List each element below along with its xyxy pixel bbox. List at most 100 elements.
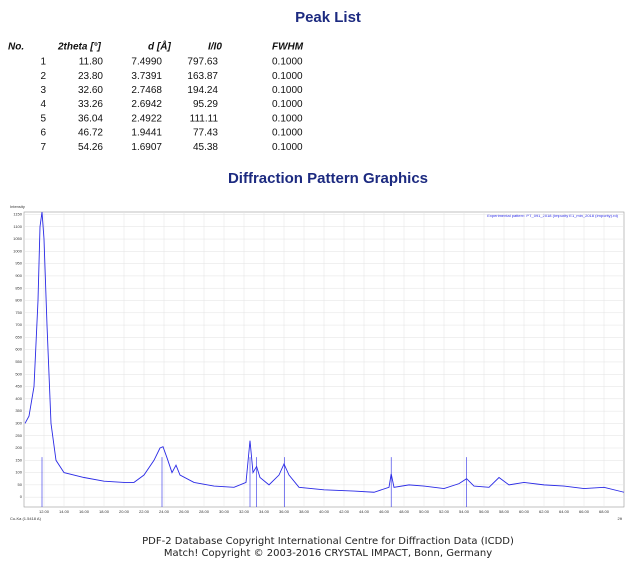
footer-line: Match! Copyright © 2003-2016 CRYSTAL IMP… — [164, 548, 492, 559]
x-tick-label: 42.00 — [339, 509, 350, 514]
table-cell: 163.87 — [187, 71, 218, 82]
y-tick-label: 750 — [15, 310, 22, 315]
x-tick-label: 16.00 — [79, 509, 90, 514]
y-tick-label: 550 — [15, 359, 22, 364]
table-cell: 797.63 — [187, 57, 218, 68]
table-cell: 95.29 — [193, 99, 218, 110]
y-tick-label: 950 — [15, 261, 22, 266]
x-tick-label: 52.00 — [439, 509, 450, 514]
x-tick-label: 28.00 — [199, 509, 210, 514]
x-tick-label: 54.00 — [459, 509, 470, 514]
table-cell: 2.6942 — [131, 99, 162, 110]
table-cell: 54.26 — [78, 142, 103, 153]
x-axis-label: 2θ — [618, 516, 623, 521]
x-tick-label: 18.00 — [99, 509, 110, 514]
column-header: No. — [8, 42, 24, 53]
table-cell: 0.1000 — [272, 99, 303, 110]
table-cell: 111.11 — [190, 113, 219, 124]
y-tick-label: 900 — [15, 273, 22, 278]
y-tick-label: 1150 — [13, 212, 22, 217]
x-tick-label: 60.00 — [519, 509, 530, 514]
table-cell: 3.7391 — [131, 71, 162, 82]
table-cell: 0.1000 — [272, 113, 303, 124]
table-cell: 36.04 — [78, 113, 103, 124]
x-tick-label: 50.00 — [419, 509, 430, 514]
table-cell: 2 — [40, 71, 46, 82]
table-cell: 1 — [40, 57, 46, 68]
table-cell: 6 — [40, 128, 46, 139]
y-tick-label: 600 — [15, 347, 22, 352]
peak-list-title: Peak List — [295, 9, 361, 26]
x-tick-label: 20.00 — [119, 509, 130, 514]
legend-entry: Experimental pattern: PT_091_2018 (Impur… — [487, 213, 618, 218]
y-axis-label: Intensity — [10, 204, 25, 209]
x-tick-label: 26.00 — [179, 509, 190, 514]
x-tick-label: 22.00 — [139, 509, 150, 514]
x-tick-label: 56.00 — [479, 509, 490, 514]
y-tick-label: 850 — [15, 285, 22, 290]
x-tick-label: 44.00 — [359, 509, 370, 514]
y-tick-label: 200 — [15, 445, 22, 450]
pattern-line — [24, 211, 625, 493]
x-tick-label: 32.00 — [239, 509, 250, 514]
y-tick-label: 250 — [15, 433, 22, 438]
y-tick-label: 1050 — [13, 236, 23, 241]
table-cell: 0.1000 — [272, 142, 303, 153]
table-cell: 33.26 — [78, 99, 103, 110]
table-cell: 23.80 — [78, 71, 103, 82]
table-cell: 11.80 — [79, 57, 104, 68]
table-cell: 1.9441 — [131, 128, 162, 139]
table-cell: 2.4922 — [131, 113, 162, 124]
table-cell: 5 — [40, 113, 46, 124]
x-tick-label: 12.00 — [39, 509, 50, 514]
x-axis-note: Cu-Ka (1.5418 A) — [10, 516, 42, 521]
table-cell: 0.1000 — [272, 57, 303, 68]
x-tick-label: 40.00 — [319, 509, 330, 514]
table-cell: 4 — [40, 99, 46, 110]
column-header: I/I0 — [208, 42, 222, 53]
table-cell: 46.72 — [78, 128, 103, 139]
x-tick-label: 62.00 — [539, 509, 550, 514]
table-cell: 0.1000 — [272, 85, 303, 96]
x-tick-label: 48.00 — [399, 509, 410, 514]
column-header: FWHM — [272, 42, 304, 53]
chart-title: Diffraction Pattern Graphics — [228, 170, 428, 187]
y-tick-label: 800 — [15, 298, 22, 303]
table-cell: 3 — [40, 85, 46, 96]
x-tick-label: 34.00 — [259, 509, 270, 514]
y-tick-label: 400 — [15, 396, 22, 401]
y-tick-label: 50 — [18, 482, 23, 487]
x-tick-label: 30.00 — [219, 509, 230, 514]
table-cell: 0.1000 — [272, 128, 303, 139]
column-header: 2theta [°] — [57, 42, 102, 53]
x-tick-label: 24.00 — [159, 509, 170, 514]
y-tick-label: 350 — [15, 408, 22, 413]
x-tick-label: 46.00 — [379, 509, 390, 514]
x-tick-label: 66.00 — [579, 509, 590, 514]
table-cell: 7.4990 — [131, 57, 162, 68]
y-tick-label: 0 — [20, 494, 23, 499]
table-cell: 0.1000 — [272, 71, 303, 82]
x-tick-label: 14.00 — [59, 509, 70, 514]
x-tick-label: 38.00 — [299, 509, 310, 514]
y-tick-label: 1100 — [13, 224, 22, 229]
x-tick-label: 64.00 — [559, 509, 570, 514]
x-tick-label: 36.00 — [279, 509, 290, 514]
table-cell: 7 — [40, 142, 46, 153]
y-tick-label: 300 — [15, 420, 22, 425]
x-tick-label: 58.00 — [499, 509, 510, 514]
y-tick-label: 450 — [15, 384, 22, 389]
table-cell: 45.38 — [193, 142, 218, 153]
table-cell: 32.60 — [78, 85, 103, 96]
y-tick-label: 700 — [15, 322, 22, 327]
footer-line: PDF-2 Database Copyright International C… — [142, 536, 514, 547]
y-tick-label: 500 — [15, 371, 22, 376]
table-cell: 2.7468 — [131, 85, 162, 96]
y-tick-label: 150 — [15, 457, 22, 462]
column-header: d [Å] — [148, 40, 171, 53]
x-tick-label: 68.00 — [599, 509, 610, 514]
y-tick-label: 650 — [15, 334, 22, 339]
table-cell: 1.6907 — [131, 142, 162, 153]
